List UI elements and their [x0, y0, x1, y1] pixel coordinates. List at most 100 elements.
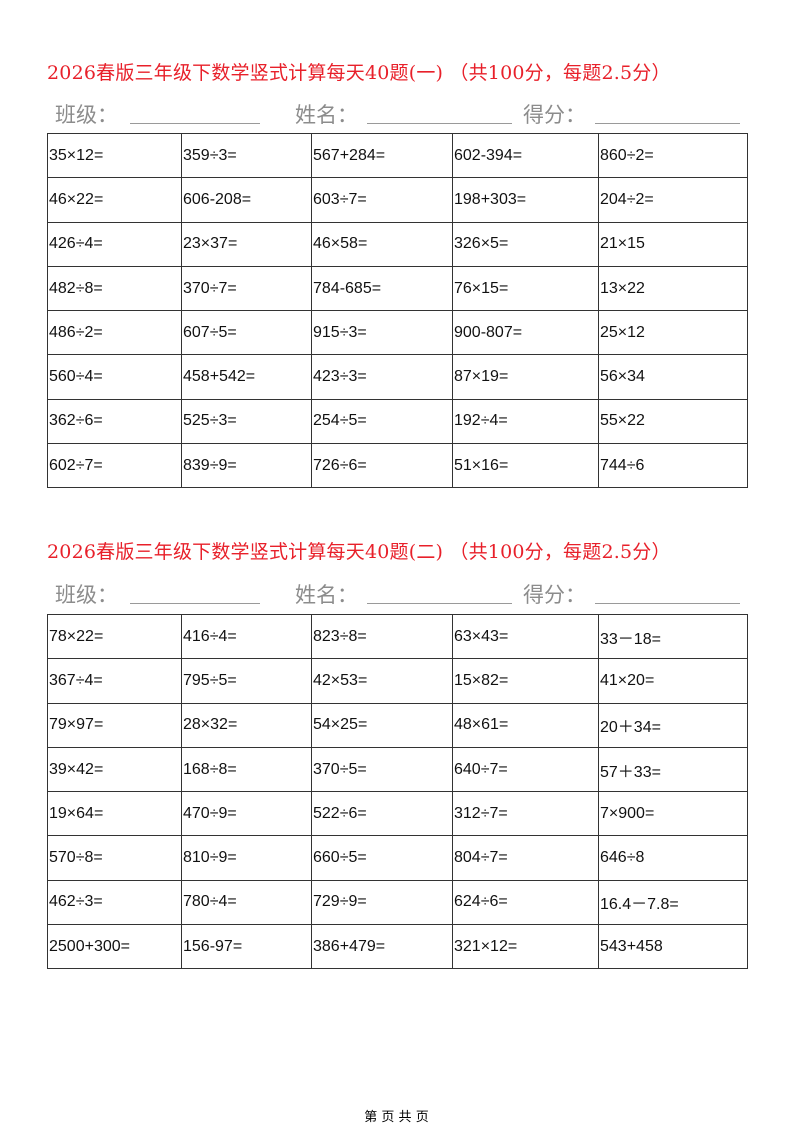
problem-cell: 19×64=: [47, 791, 182, 837]
problem-cell: 624÷6=: [452, 879, 599, 926]
table-row: 570÷8= 810÷9= 660÷5= 804÷7= 646÷8: [47, 835, 748, 881]
problem-cell: 482÷8=: [47, 265, 182, 312]
table-row: 19×64= 470÷9= 522÷6= 312÷7= 7×900=: [47, 791, 748, 837]
problem-cell: 51×16=: [452, 443, 599, 489]
table-row: 486÷2= 607÷5= 915÷3= 900-807= 25×12: [47, 310, 748, 356]
score-label: 得分：: [523, 103, 586, 127]
problem-cell: 7×900=: [598, 791, 748, 837]
problem-cell: 41×20=: [598, 658, 748, 704]
problem-cell: 56×34: [598, 354, 748, 400]
problem-cell: 729÷9=: [311, 879, 453, 926]
problem-cell: 198+303=: [452, 177, 599, 223]
problem-cell: 570÷8=: [47, 835, 182, 881]
problem-cell: 367÷4=: [47, 658, 182, 704]
problem-cell: 156-97=: [181, 924, 312, 970]
problem-cell: 726÷6=: [311, 443, 453, 489]
problem-table: 35×12= 359÷3= 567+284= 602-394= 860÷2= 46×22=…: [47, 132, 748, 489]
problem-cell: 543+458: [598, 924, 748, 970]
class-input-line[interactable]: [130, 123, 260, 124]
problem-cell: 423÷3=: [311, 354, 453, 400]
page-footer: 第 页 共 页: [364, 1110, 429, 1125]
problem-cell: 646÷8: [598, 835, 748, 881]
problem-cell: 860÷2=: [598, 132, 748, 179]
table-row: 602÷7= 839÷9= 726÷6= 51×16= 744÷6: [47, 443, 748, 489]
problem-cell: 76×15=: [452, 265, 599, 312]
problem-cell: 560÷4=: [47, 354, 182, 400]
problem-cell: 784-685=: [311, 265, 453, 312]
problem-cell: 312÷7=: [452, 791, 599, 837]
problem-cell: 607÷5=: [181, 310, 312, 356]
table-row: 79×97= 28×32= 54×25= 48×61= 20＋34=: [47, 702, 748, 748]
problem-cell: 54×25=: [311, 702, 453, 748]
name-input-line[interactable]: [367, 123, 512, 124]
name-label: 姓名：: [295, 583, 358, 607]
problem-cell: 79×97=: [47, 702, 182, 748]
table-row: 482÷8= 370÷7= 784-685= 76×15= 13×22: [47, 265, 748, 312]
problem-cell: 63×43=: [452, 613, 599, 660]
problem-cell: 567+284=: [311, 132, 453, 179]
problem-cell: 28×32=: [181, 702, 312, 748]
student-info-row: 班级： 姓名： 得分：: [55, 579, 745, 609]
name-label: 姓名：: [295, 103, 358, 127]
table-row: 2500+300= 156-97= 386+479= 321×12= 543+458: [47, 924, 748, 970]
problem-cell: 192÷4=: [452, 398, 599, 445]
problem-cell: 522÷6=: [311, 791, 453, 837]
problem-cell: 15×82=: [452, 658, 599, 704]
score-input-line[interactable]: [595, 123, 740, 124]
problem-cell: 804÷7=: [452, 835, 599, 881]
table-row: 362÷6= 525÷3= 254÷5= 192÷4= 55×22: [47, 398, 748, 445]
problem-cell: 33－18=: [598, 613, 748, 660]
problem-cell: 915÷3=: [311, 310, 453, 356]
table-row: 462÷3= 780÷4= 729÷9= 624÷6= 16.4－7.8=: [47, 879, 748, 926]
table-row: 78×22= 416÷4= 823÷8= 63×43= 33－18=: [47, 613, 748, 660]
problem-cell: 42×53=: [311, 658, 453, 704]
problem-cell: 416÷4=: [181, 613, 312, 660]
problem-cell: 602÷7=: [47, 443, 182, 489]
problem-cell: 20＋34=: [598, 702, 748, 748]
problem-cell: 462÷3=: [47, 879, 182, 926]
score-label: 得分：: [523, 583, 586, 607]
problem-cell: 13×22: [598, 265, 748, 312]
problem-cell: 370÷7=: [181, 265, 312, 312]
problem-cell: 25×12: [598, 310, 748, 356]
problem-cell: 386+479=: [311, 924, 453, 970]
name-input-line[interactable]: [367, 603, 512, 604]
problem-cell: 21×15: [598, 221, 748, 267]
problem-cell: 470÷9=: [181, 791, 312, 837]
problem-cell: 23×37=: [181, 221, 312, 267]
table-row: 426÷4= 23×37= 46×58= 326×5= 21×15: [47, 221, 748, 267]
table-row: 35×12= 359÷3= 567+284= 602-394= 860÷2=: [47, 132, 748, 179]
class-label: 班级：: [55, 103, 118, 127]
class-input-line[interactable]: [130, 603, 260, 604]
problem-cell: 795÷5=: [181, 658, 312, 704]
problem-cell: 370÷5=: [311, 746, 453, 793]
problem-cell: 16.4－7.8=: [598, 879, 748, 926]
table-row: 39×42= 168÷8= 370÷5= 640÷7= 57＋33=: [47, 746, 748, 793]
problem-cell: 603÷7=: [311, 177, 453, 223]
problem-cell: 744÷6: [598, 443, 748, 489]
problem-cell: 810÷9=: [181, 835, 312, 881]
problem-cell: 839÷9=: [181, 443, 312, 489]
score-input-line[interactable]: [595, 603, 740, 604]
problem-cell: 46×58=: [311, 221, 453, 267]
student-info-row: 班级： 姓名： 得分：: [55, 99, 745, 129]
table-row: 46×22= 606-208= 603÷7= 198+303= 204÷2=: [47, 177, 748, 223]
problem-cell: 780÷4=: [181, 879, 312, 926]
problem-cell: 48×61=: [452, 702, 599, 748]
worksheet-title: 2026春版三年级下数学竖式计算每天40题(一) （共100分，每题2.5分）: [47, 62, 671, 84]
problem-cell: 204÷2=: [598, 177, 748, 223]
problem-cell: 900-807=: [452, 310, 599, 356]
problem-cell: 602-394=: [452, 132, 599, 179]
problem-cell: 640÷7=: [452, 746, 599, 793]
problem-cell: 254÷5=: [311, 398, 453, 445]
problem-cell: 660÷5=: [311, 835, 453, 881]
problem-cell: 168÷8=: [181, 746, 312, 793]
problem-cell: 359÷3=: [181, 132, 312, 179]
problem-cell: 321×12=: [452, 924, 599, 970]
problem-cell: 823÷8=: [311, 613, 453, 660]
problem-cell: 39×42=: [47, 746, 182, 793]
table-row: 367÷4= 795÷5= 42×53= 15×82= 41×20=: [47, 658, 748, 704]
problem-table: 78×22= 416÷4= 823÷8= 63×43= 33－18= 367÷4= 795÷…: [47, 613, 748, 970]
problem-cell: 458+542=: [181, 354, 312, 400]
problem-cell: 525÷3=: [181, 398, 312, 445]
